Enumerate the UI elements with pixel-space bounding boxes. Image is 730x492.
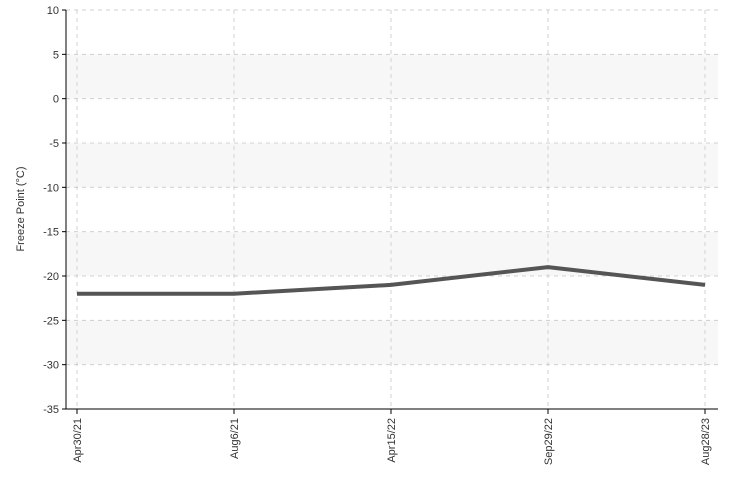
x-tick-label: Sep29/22 xyxy=(543,418,555,465)
axes xyxy=(62,9,718,414)
x-tick-label: Apr30/21 xyxy=(72,418,84,463)
y-tick-label: 5 xyxy=(53,49,59,61)
plot-band xyxy=(66,143,718,188)
y-tick-label: -10 xyxy=(43,182,59,194)
y-axis-label: Freeze Point (°C) xyxy=(15,166,27,251)
x-tick-label: Aug6/21 xyxy=(229,418,241,459)
series-lines xyxy=(77,265,706,296)
y-tick-label: -25 xyxy=(43,315,59,327)
y-tick-label: 10 xyxy=(47,5,59,17)
series-line xyxy=(77,265,706,296)
x-tick-labels: Apr30/21 Aug6/21 Apr15/22 Sep29/22 Aug28/23 xyxy=(72,418,712,465)
plot-bands xyxy=(66,54,718,365)
y-tick-labels: 10 5 0 -5 -10 -15 -20 -25 -30 -35 xyxy=(43,5,59,416)
plot-band xyxy=(66,231,718,276)
y-tick-label: -30 xyxy=(43,360,59,372)
plot-band xyxy=(66,54,718,99)
y-tick-label: -35 xyxy=(43,404,59,416)
x-tick-label: Apr15/22 xyxy=(386,418,398,463)
grid-lines xyxy=(66,9,718,409)
y-tick-label: -20 xyxy=(43,271,59,283)
x-tick-label: Aug28/23 xyxy=(700,418,712,465)
y-tick-label: 0 xyxy=(53,94,59,106)
y-tick-label: -15 xyxy=(43,227,59,239)
y-tick-label: -5 xyxy=(49,138,59,150)
plot-band xyxy=(66,320,718,365)
